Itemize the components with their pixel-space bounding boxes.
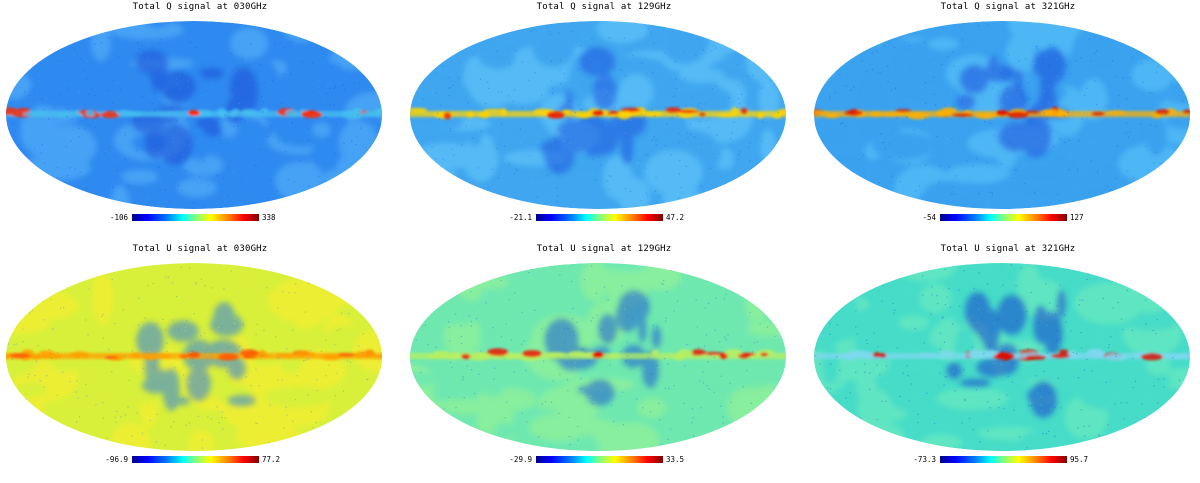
colorbar: -21.1 47.2 xyxy=(404,213,804,225)
colorbar-min-label: -54 xyxy=(922,213,936,222)
panel-q-129: Total Q signal at 129GHz -21.1 47.2 xyxy=(404,0,804,241)
panel-q-321: Total Q signal at 321GHz -54 127 xyxy=(808,0,1200,241)
map-title: Total Q signal at 030GHz xyxy=(132,2,268,12)
colorbar: -73.3 95.7 xyxy=(808,455,1200,467)
colorbar-max-label: 127 xyxy=(1070,213,1084,222)
panel-u-030: Total U signal at 030GHz -96.9 77.2 xyxy=(0,242,400,483)
colorbar: -29.9 33.5 xyxy=(404,455,804,467)
map-title: Total U signal at 321GHz xyxy=(940,244,1076,254)
map-title: Total U signal at 030GHz xyxy=(132,244,268,254)
panel-u-129: Total U signal at 129GHz -29.9 33.5 xyxy=(404,242,804,483)
colorbar: -106 338 xyxy=(0,213,400,225)
colorbar-min-label: -106 xyxy=(109,213,128,222)
colorbar-max-label: 338 xyxy=(262,213,276,222)
mollweide-map xyxy=(814,263,1190,451)
colorbar-min-label: -29.9 xyxy=(509,455,532,464)
colorbar-gradient xyxy=(536,456,663,463)
map-title: Total Q signal at 129GHz xyxy=(536,2,672,12)
colorbar-gradient xyxy=(132,214,259,221)
map-title: Total U signal at 129GHz xyxy=(536,244,672,254)
colorbar: -54 127 xyxy=(808,213,1200,225)
colorbar-gradient xyxy=(940,214,1067,221)
panel-u-321: Total U signal at 321GHz -73.3 95.7 xyxy=(808,242,1200,483)
colorbar-max-label: 47.2 xyxy=(666,213,685,222)
mollweide-map xyxy=(6,263,382,451)
colorbar-max-label: 77.2 xyxy=(262,455,281,464)
colorbar-gradient xyxy=(536,214,663,221)
colorbar-min-label: -21.1 xyxy=(509,213,532,222)
mollweide-map xyxy=(410,21,786,209)
mollweide-map xyxy=(410,263,786,451)
colorbar: -96.9 77.2 xyxy=(0,455,400,467)
colorbar-max-label: 95.7 xyxy=(1070,455,1089,464)
colorbar-gradient xyxy=(132,456,259,463)
mollweide-map xyxy=(6,21,382,209)
colorbar-max-label: 33.5 xyxy=(666,455,685,464)
panel-q-030: Total Q signal at 030GHz -106 338 xyxy=(0,0,400,241)
colorbar-min-label: -73.3 xyxy=(913,455,936,464)
colorbar-min-label: -96.9 xyxy=(105,455,128,464)
colorbar-gradient xyxy=(940,456,1067,463)
mollweide-map xyxy=(814,21,1190,209)
map-title: Total Q signal at 321GHz xyxy=(940,2,1076,12)
